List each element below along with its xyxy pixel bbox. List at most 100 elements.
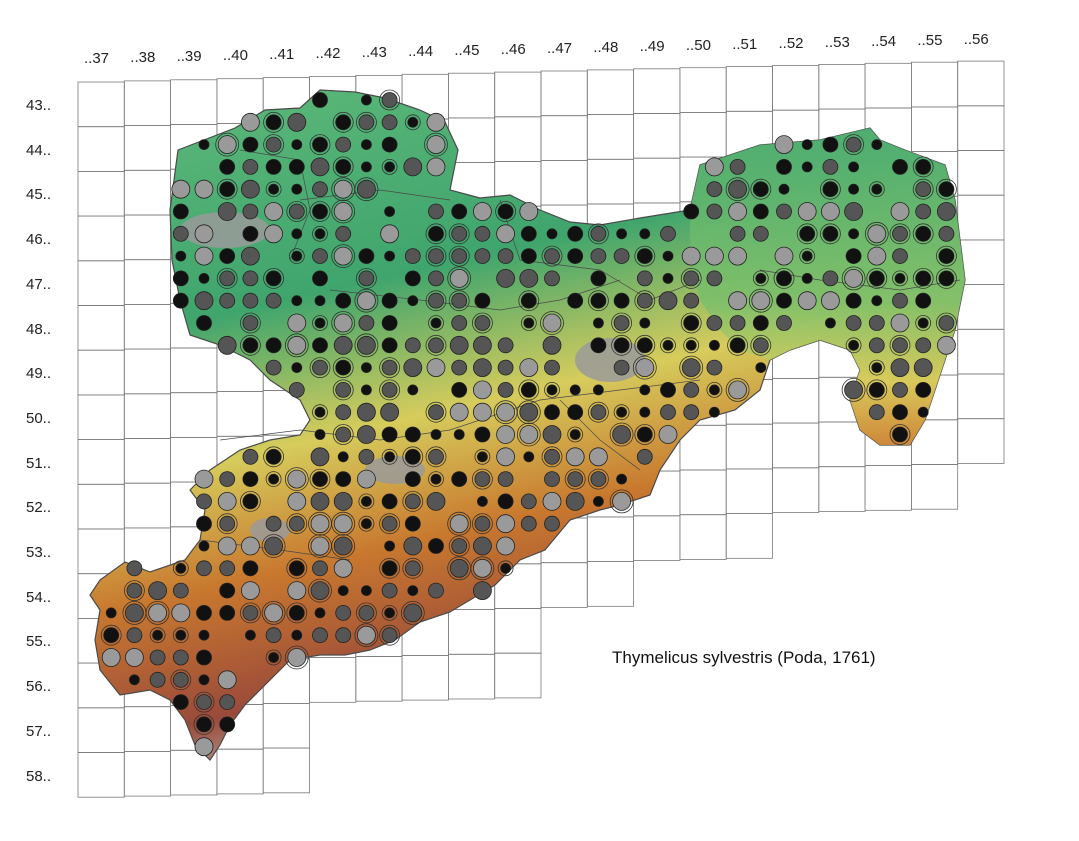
occurrence-dot (474, 292, 491, 309)
occurrence-dot (172, 649, 189, 666)
occurrence-dot (428, 582, 444, 599)
occurrence-dot (268, 183, 280, 195)
occurrence-ring (727, 334, 748, 356)
occurrence-dot (472, 358, 492, 378)
occurrence-dot (822, 136, 839, 153)
occurrence-ring (748, 288, 773, 313)
occurrence-ring (752, 270, 769, 287)
occurrence-dot (242, 560, 259, 577)
occurrence-dot (616, 228, 627, 240)
occurrence-dot (358, 114, 375, 131)
column-label: ..55 (917, 32, 943, 49)
occurrence-dot (544, 248, 560, 265)
occurrence-dot (384, 206, 396, 217)
grid-cell (679, 514, 727, 560)
occurrence-dot (356, 425, 376, 444)
grid-cell (77, 752, 125, 798)
occurrence-dot (776, 203, 792, 220)
occurrence-dot (449, 268, 469, 288)
occurrence-dot (472, 380, 492, 400)
grid-cell (355, 656, 403, 702)
occurrence-dot (288, 605, 305, 621)
occurrence-dot (474, 426, 491, 443)
occurrence-dot (172, 203, 189, 220)
occurrence-dot (384, 161, 396, 173)
occurrence-dot (242, 337, 259, 354)
occurrence-dot (356, 402, 376, 422)
occurrence-dot (917, 317, 929, 329)
occurrence-dot (801, 250, 813, 262)
occurrence-dot (822, 270, 839, 287)
occurrence-dot (242, 292, 259, 309)
occurrence-ring (263, 111, 285, 133)
occurrence-dot (496, 514, 516, 534)
occurrence-dot (356, 625, 376, 645)
occurrence-ring (286, 602, 308, 624)
occurrence-dot (287, 112, 307, 132)
occurrence-dot (333, 179, 353, 199)
occurrence-dot (404, 448, 421, 465)
occurrence-ring (680, 267, 702, 289)
occurrence-dot (542, 425, 562, 444)
occurrence-dot (706, 315, 723, 331)
occurrence-dot (616, 473, 627, 485)
occurrence-ring (402, 490, 424, 512)
occurrence-ring (613, 404, 630, 421)
occurrence-ring (193, 691, 215, 713)
occurrence-ring (889, 424, 911, 445)
occurrence-dot (519, 358, 539, 378)
occurrence-dot (333, 313, 353, 333)
grid-cell (633, 515, 681, 561)
occurrence-dot (542, 491, 562, 511)
occurrence-dot (384, 607, 396, 619)
occurrence-dot (426, 358, 446, 378)
occurrence-dot (172, 292, 189, 309)
occurrence-ring (286, 513, 308, 535)
occurrence-dot (126, 582, 143, 599)
occurrence-dot (288, 158, 305, 175)
occurrence-dot (358, 248, 375, 265)
occurrence-dot (356, 469, 376, 489)
occurrence-dot (472, 558, 492, 578)
occurrence-dot (636, 448, 653, 465)
occurrence-dot (381, 381, 398, 398)
occurrence-dot (729, 158, 746, 175)
occurrence-dot (217, 335, 237, 355)
occurrence-dot (544, 471, 560, 488)
occurrence-dot (194, 291, 214, 311)
occurrence-ring (892, 270, 908, 287)
grid-cell (679, 67, 727, 113)
occurrence-ring (936, 312, 957, 334)
occurrence-ring (286, 557, 308, 579)
occurrence-dot (335, 404, 352, 421)
occurrence-ring (936, 245, 957, 267)
occurrence-dot (660, 225, 676, 242)
occurrence-dot (752, 181, 769, 198)
occurrence-dot (264, 603, 284, 623)
occurrence-dot (496, 536, 516, 556)
grid-cell (540, 562, 588, 608)
grid-cell (77, 81, 125, 128)
occurrence-ring (864, 221, 889, 246)
occurrence-dot (288, 560, 305, 577)
grid-cell (633, 157, 681, 204)
grid-cell (309, 657, 357, 703)
occurrence-ring (332, 156, 354, 178)
grid-cell (77, 215, 125, 262)
occurrence-dot (636, 270, 653, 287)
occurrence-dot (149, 671, 166, 688)
occurrence-dot (335, 225, 352, 242)
occurrence-dot (198, 540, 210, 552)
occurrence-dot (126, 627, 143, 644)
occurrence-dot (451, 248, 468, 265)
grid-cell (494, 116, 542, 162)
grid-cell (123, 259, 172, 305)
occurrence-ring (564, 468, 586, 490)
occurrence-dot (728, 179, 747, 199)
occurrence-dot (196, 493, 212, 510)
occurrence-ring (474, 448, 491, 465)
occurrence-dot (335, 471, 352, 488)
grid-cell (540, 70, 588, 117)
occurrence-dot (242, 493, 259, 510)
occurrence-dot (403, 358, 423, 378)
